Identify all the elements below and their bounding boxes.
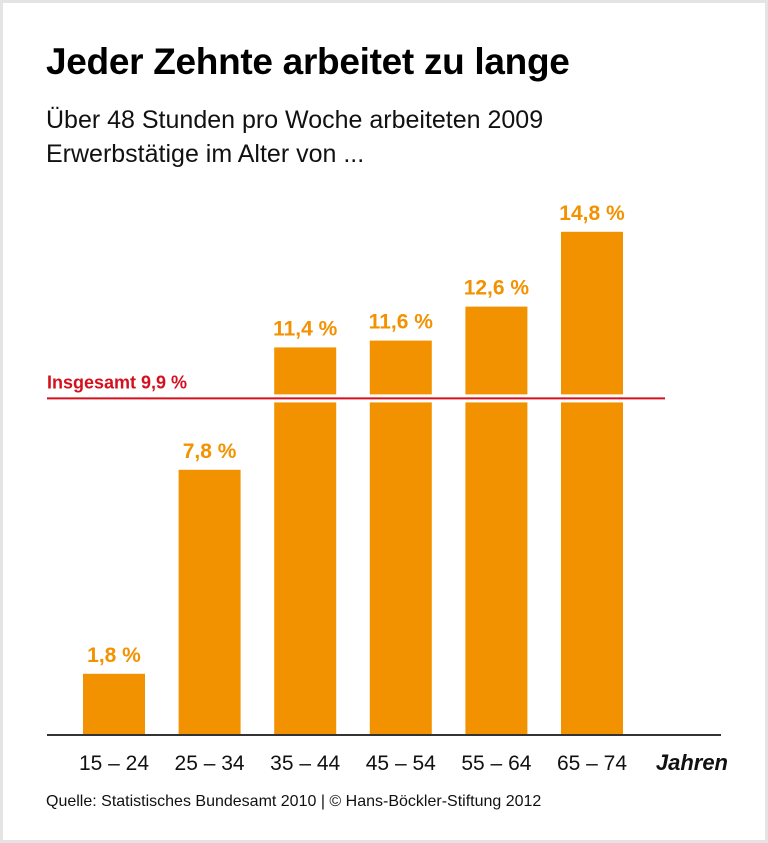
source-note: Quelle: Statistisches Bundesamt 2010 | ©… xyxy=(46,793,542,810)
bar-4 xyxy=(369,340,432,735)
data-label-6: 14,8 % xyxy=(559,202,625,225)
x-tick-label-2: 25 – 34 xyxy=(175,752,245,775)
bar-1 xyxy=(83,673,145,735)
bar-2 xyxy=(178,469,241,735)
data-label-3: 11,4 % xyxy=(273,317,338,340)
subtitle-line-1: Über 48 Stunden pro Woche arbeiteten 200… xyxy=(46,106,544,134)
reference-line-label: Insgesamt 9,9 % xyxy=(47,372,187,392)
data-label-2: 7,8 % xyxy=(183,440,237,463)
x-tick-label-5: 55 – 64 xyxy=(461,752,531,775)
x-tick-label-6: 65 – 74 xyxy=(557,752,627,775)
subtitle-line-2: Erwerbstätige im Alter von ... xyxy=(46,140,365,168)
data-label-5: 12,6 % xyxy=(464,277,530,300)
chart-title: Jeder Zehnte arbeitet zu lange xyxy=(46,41,570,82)
data-label-4: 11,6 % xyxy=(369,311,434,334)
bar-chart: 1,8 % 15 – 24 7,8 % 25 – 34 11,4 % 35 – 44 11,… xyxy=(43,202,728,775)
bar-6 xyxy=(561,231,623,736)
chart-subtitle: Über 48 Stunden pro Woche arbeiteten 200… xyxy=(46,103,726,171)
x-axis-label: Jahren xyxy=(656,750,728,775)
bar-3 xyxy=(274,347,337,735)
data-label-1: 1,8 % xyxy=(87,644,141,667)
x-tick-label-3: 35 – 44 xyxy=(270,752,340,775)
x-tick-label-4: 45 – 54 xyxy=(366,752,436,775)
bar-5 xyxy=(465,306,528,735)
x-tick-label-1: 15 – 24 xyxy=(79,752,149,775)
